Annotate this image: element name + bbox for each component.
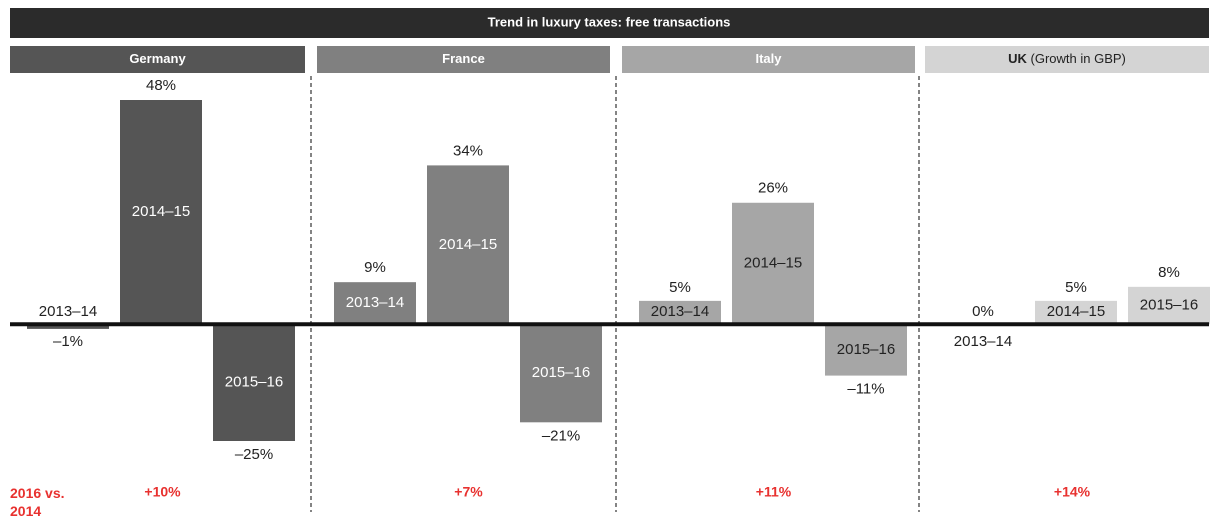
panel-title: UK (Growth in GBP) bbox=[1008, 51, 1126, 66]
chart-title: Trend in luxury taxes: free transactions bbox=[488, 14, 731, 29]
bar bbox=[825, 324, 907, 376]
value-label: –1% bbox=[53, 333, 83, 350]
category-label: 2013–14 bbox=[954, 333, 1012, 350]
bar bbox=[213, 324, 295, 441]
category-label: 2015–16 bbox=[532, 364, 590, 381]
value-label: 0% bbox=[972, 303, 994, 320]
bar bbox=[27, 324, 109, 329]
panel-title: Germany bbox=[129, 51, 186, 66]
summary-value: +11% bbox=[756, 484, 792, 500]
category-label: 2014–15 bbox=[439, 236, 497, 253]
bar bbox=[1128, 286, 1210, 325]
category-label: 2015–16 bbox=[225, 374, 283, 391]
value-label: 9% bbox=[364, 259, 386, 276]
bar bbox=[732, 202, 814, 325]
bar bbox=[120, 100, 202, 325]
panel-header bbox=[317, 46, 610, 73]
panel-title-main: Italy bbox=[755, 51, 782, 66]
summary-value: +7% bbox=[454, 484, 483, 500]
category-label: 2014–15 bbox=[744, 254, 802, 271]
panel-header bbox=[622, 46, 915, 73]
bar bbox=[520, 324, 602, 423]
value-label: 26% bbox=[758, 180, 788, 197]
panel-subtitle: (Growth in GBP) bbox=[1031, 51, 1126, 66]
category-label: 2013–14 bbox=[651, 303, 709, 320]
bar bbox=[639, 300, 721, 325]
value-label: –11% bbox=[847, 381, 884, 398]
panel-title: France bbox=[442, 51, 485, 66]
title-bar bbox=[10, 8, 1209, 38]
value-label: –25% bbox=[235, 446, 273, 463]
category-label: 2015–16 bbox=[1140, 297, 1198, 314]
bar bbox=[1035, 300, 1117, 325]
bar bbox=[334, 282, 416, 325]
value-label: 8% bbox=[1158, 264, 1180, 281]
summary-label: 2016 vs. 2014 bbox=[10, 485, 65, 519]
panel-header bbox=[925, 46, 1209, 73]
summary-value: +14% bbox=[1054, 484, 1091, 500]
value-label: 48% bbox=[146, 77, 176, 94]
category-label: 2014–15 bbox=[1047, 303, 1105, 320]
category-label: 2014–15 bbox=[132, 203, 190, 220]
value-label: –21% bbox=[542, 427, 580, 444]
category-label: 2013–14 bbox=[39, 303, 97, 320]
panel-title-main: UK bbox=[1008, 51, 1027, 66]
summary-value: +10% bbox=[144, 484, 181, 500]
panel-title-main: France bbox=[442, 51, 485, 66]
value-label: 34% bbox=[453, 142, 483, 159]
category-label: 2015–16 bbox=[837, 341, 895, 358]
panel-title-main: Germany bbox=[129, 51, 186, 66]
panel-header bbox=[10, 46, 305, 73]
category-label: 2013–14 bbox=[346, 294, 404, 311]
panel-title: Italy bbox=[755, 51, 782, 66]
value-label: 5% bbox=[1065, 279, 1087, 296]
bar bbox=[427, 165, 509, 325]
value-label: 5% bbox=[669, 279, 691, 296]
